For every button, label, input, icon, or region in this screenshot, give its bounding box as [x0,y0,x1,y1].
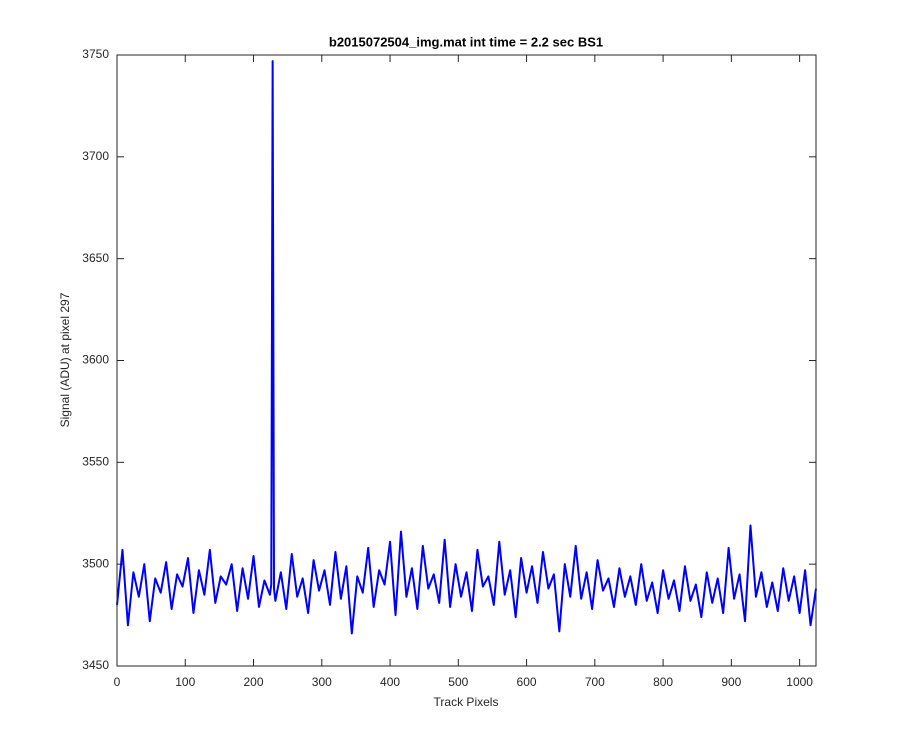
y-tick-label: 3450 [82,658,109,672]
chart-title: b2015072504_img.mat int time = 2.2 sec B… [329,34,603,49]
axes-box [116,54,817,667]
x-tick-label: 900 [721,675,741,689]
data-line [116,60,817,635]
y-tick-label: 3700 [82,149,109,163]
x-tick-label: 200 [244,675,264,689]
y-tick-label: 3750 [82,47,109,61]
x-tick-label: 700 [585,675,605,689]
x-tick-label: 500 [448,675,468,689]
x-axis-label: Track Pixels [434,695,499,709]
y-tick-label: 3500 [82,556,109,570]
x-tick-label: 600 [517,675,537,689]
x-tick-label: 0 [114,675,121,689]
x-tick-label: 300 [312,675,332,689]
x-tick-label: 100 [175,675,195,689]
y-tick-label: 3600 [82,353,109,367]
y-tick-label: 3550 [82,455,109,469]
x-tick-label: 800 [653,675,673,689]
x-tick-label: 1000 [786,675,813,689]
x-tick-label: 400 [380,675,400,689]
y-tick-label: 3650 [82,251,109,265]
y-axis-label: Signal (ADU) at pixel 297 [58,292,72,427]
